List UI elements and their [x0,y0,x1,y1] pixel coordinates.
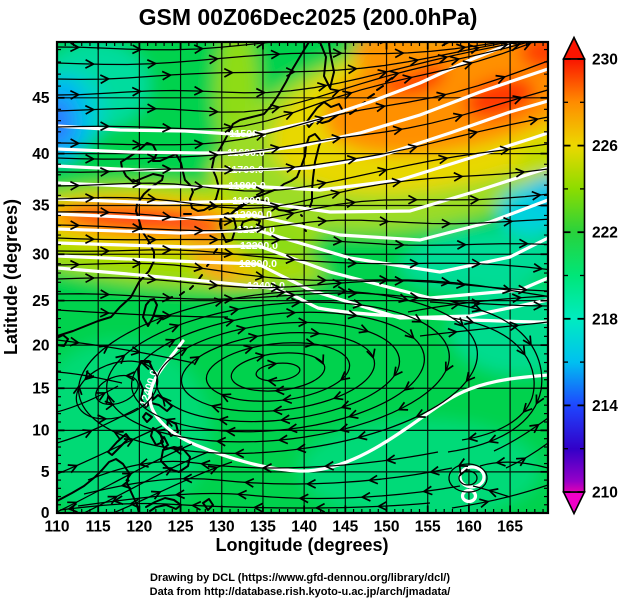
credit-data-source: Data from http://database.rish.kyoto-u.a… [150,586,451,598]
streamline-arrowheads [67,42,545,513]
plot-frame [55,40,550,515]
svg-text:145: 145 [332,519,358,536]
colorbar-ticks [563,58,585,493]
y-axis-label: Latitude (degrees) [1,199,21,355]
coastline-halmahera [202,498,214,511]
svg-text:12300.0: 12300.0 [239,258,277,270]
svg-text:210: 210 [592,485,618,502]
svg-text:12200.0: 12200.0 [240,240,278,252]
svg-text:40: 40 [32,146,49,163]
svg-text:15: 15 [32,380,50,397]
svg-text:135: 135 [250,519,276,536]
svg-text:160: 160 [456,519,482,536]
coastline-mindoro [142,412,153,423]
svg-text:150: 150 [374,519,400,536]
svg-text:125: 125 [168,519,194,536]
svg-text:140: 140 [291,519,317,536]
coastline-sakhalin [319,42,335,89]
coastline-ryukyu-islands [166,248,218,300]
coastline-hainan [57,334,69,347]
svg-text:226: 226 [592,138,618,155]
svg-text:120: 120 [126,519,152,536]
credit-dcl: Drawing by DCL (https://www.gfd-dennou.o… [150,572,450,584]
colorbar-top-arrow [562,35,586,60]
axis-tick-labels: 110 115 120 125 130 135 140 145 150 155 160 165 0 5 10… [32,90,523,535]
svg-text:10: 10 [32,423,49,440]
svg-text:11500.0: 11500.0 [229,128,267,140]
colorbar: 210 214 218 222 226 230 [562,35,618,516]
svg-text:45: 45 [32,90,50,107]
svg-text:5: 5 [41,464,50,481]
svg-text:11600.0: 11600.0 [227,147,265,159]
axis-ticks [56,42,548,514]
svg-text:230: 230 [592,52,618,69]
svg-text:25: 25 [32,293,50,310]
svg-text:11800.0: 11800.0 [228,180,266,192]
colorbar-labels: 210 214 218 222 226 230 [592,52,618,502]
coastline-hokkaido [305,101,344,128]
svg-text:130: 130 [209,519,235,536]
svg-text:0: 0 [41,505,50,522]
svg-text:35: 35 [32,198,50,215]
coastline-borneo [57,458,140,513]
svg-text:218: 218 [592,311,618,328]
coastline-taiwan [142,298,158,327]
geopotential-contours-layer [57,42,548,504]
svg-text:115: 115 [86,519,111,536]
svg-text:222: 222 [592,225,618,242]
svg-text:12000.0: 12000.0 [234,209,272,221]
page-title: GSM 00Z06Dec2025 (200.0hPa) [139,4,478,30]
svg-text:20: 20 [32,337,49,354]
svg-text:110: 110 [44,519,69,536]
svg-text:30: 30 [32,246,49,263]
svg-text:155: 155 [415,519,441,536]
svg-text:11900.0: 11900.0 [232,195,270,207]
svg-text:165: 165 [497,519,523,536]
svg-text:214: 214 [592,398,618,415]
x-axis-label: Longitude (degrees) [215,535,388,555]
colorbar-bottom-arrow [562,491,586,516]
